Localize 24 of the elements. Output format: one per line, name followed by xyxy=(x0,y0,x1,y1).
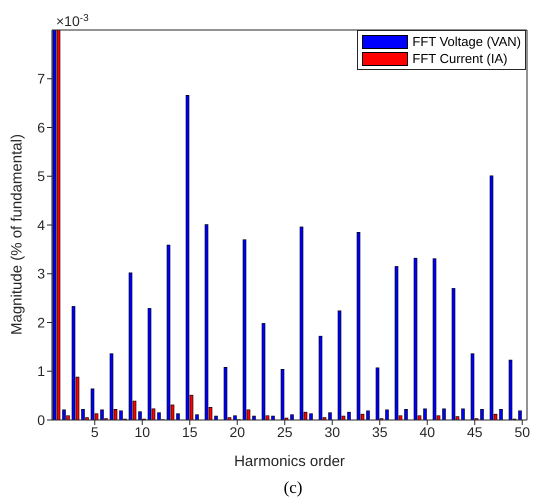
x-tick-label: 35 xyxy=(372,424,388,440)
x-tick-label: 20 xyxy=(229,424,246,440)
y-tick-label: 6 xyxy=(37,119,46,136)
x-tick-label: 15 xyxy=(182,424,198,440)
y-tick-label: 3 xyxy=(37,266,46,282)
y-tick-label: 2 xyxy=(37,314,46,330)
x-tick-label: 5 xyxy=(90,424,99,440)
y-tick-label: 4 xyxy=(37,216,46,233)
y-tick-label: 7 xyxy=(37,70,46,87)
x-tick-label: 40 xyxy=(419,424,436,440)
y-tick-label: 0 xyxy=(37,412,46,428)
text: (c) xyxy=(282,478,304,498)
y-tick-label: 1 xyxy=(37,363,46,380)
legend-label: FFT Current (IA) xyxy=(412,50,508,67)
x-axis-title: Harmonics order xyxy=(234,453,345,470)
y-axis-title: Magnitude (% of fundamental) xyxy=(8,134,26,335)
y-tick-label: 5 xyxy=(37,168,46,184)
x-tick-label: 10 xyxy=(134,424,150,440)
legend-label: FFT Voltage (VAN) xyxy=(412,33,521,50)
x-tick-label: 25 xyxy=(276,424,293,440)
text: ×10$^{-3}$ xyxy=(56,12,90,29)
x-tick-label: 45 xyxy=(466,424,483,440)
x-tick-label: 30 xyxy=(324,424,340,440)
x-tick-label: 50 xyxy=(514,424,530,440)
